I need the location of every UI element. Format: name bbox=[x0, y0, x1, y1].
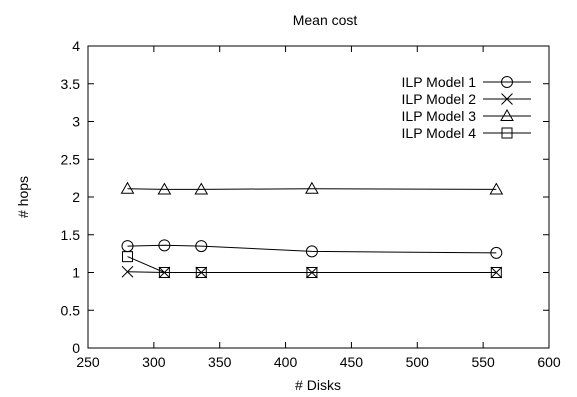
legend-label: ILP Model 3 bbox=[402, 108, 477, 124]
data-point bbox=[121, 265, 134, 278]
chart-title: Mean cost bbox=[293, 12, 358, 28]
y-tick-label: 3 bbox=[72, 114, 80, 130]
y-tick-label: 3.5 bbox=[61, 76, 81, 92]
x-tick-label: 400 bbox=[274, 354, 298, 370]
data-point bbox=[157, 182, 172, 195]
legend-marker bbox=[500, 108, 514, 121]
legend-marker bbox=[501, 127, 513, 139]
x-tick-label: 500 bbox=[406, 354, 430, 370]
y-tick-label: 0 bbox=[72, 340, 80, 356]
data-point bbox=[305, 245, 318, 258]
y-tick-label: 0.5 bbox=[61, 302, 81, 318]
x-tick-label: 250 bbox=[76, 354, 100, 370]
data-point bbox=[490, 266, 503, 279]
x-axis-label: # Disks bbox=[295, 377, 341, 393]
data-point bbox=[194, 182, 209, 195]
y-tick-label: 4 bbox=[72, 38, 80, 54]
legend-label: ILP Model 2 bbox=[402, 91, 477, 107]
data-point bbox=[490, 267, 502, 278]
x-tick-label: 350 bbox=[208, 354, 232, 370]
x-tick-label: 450 bbox=[340, 354, 364, 370]
data-point bbox=[195, 240, 208, 253]
data-point bbox=[490, 246, 503, 259]
legend-marker bbox=[501, 93, 513, 105]
series-layer bbox=[120, 181, 504, 279]
series-4 bbox=[122, 251, 502, 278]
series-1 bbox=[121, 239, 503, 259]
legend-marker bbox=[501, 76, 513, 88]
x-tick-label: 550 bbox=[471, 354, 495, 370]
y-tick-label: 1.5 bbox=[61, 227, 81, 243]
y-tick-label: 2 bbox=[72, 189, 80, 205]
x-tick-label: 300 bbox=[142, 354, 166, 370]
data-point bbox=[489, 182, 504, 195]
legend-label: ILP Model 4 bbox=[402, 125, 477, 141]
series-line bbox=[127, 244, 497, 254]
legend-label: ILP Model 1 bbox=[402, 74, 477, 90]
data-point bbox=[158, 239, 171, 252]
x-tick-label: 600 bbox=[537, 354, 561, 370]
plot-area bbox=[87, 45, 550, 349]
series-3 bbox=[120, 181, 504, 195]
data-point bbox=[195, 267, 207, 278]
y-tick-label: 1 bbox=[72, 265, 80, 281]
data-point bbox=[305, 181, 319, 194]
data-point bbox=[120, 181, 135, 194]
data-point bbox=[306, 267, 318, 278]
data-point bbox=[122, 251, 134, 263]
axis-ticks: 250 300 350 400 450 500 550 600 0 0.5 1 1.5 2 2.5 3 3.5… bbox=[61, 38, 561, 370]
series-line bbox=[127, 188, 497, 190]
series-line bbox=[127, 256, 497, 273]
y-axis-label: # hops bbox=[15, 176, 31, 218]
data-point bbox=[158, 267, 170, 278]
y-tick-label: 2.5 bbox=[61, 151, 81, 167]
